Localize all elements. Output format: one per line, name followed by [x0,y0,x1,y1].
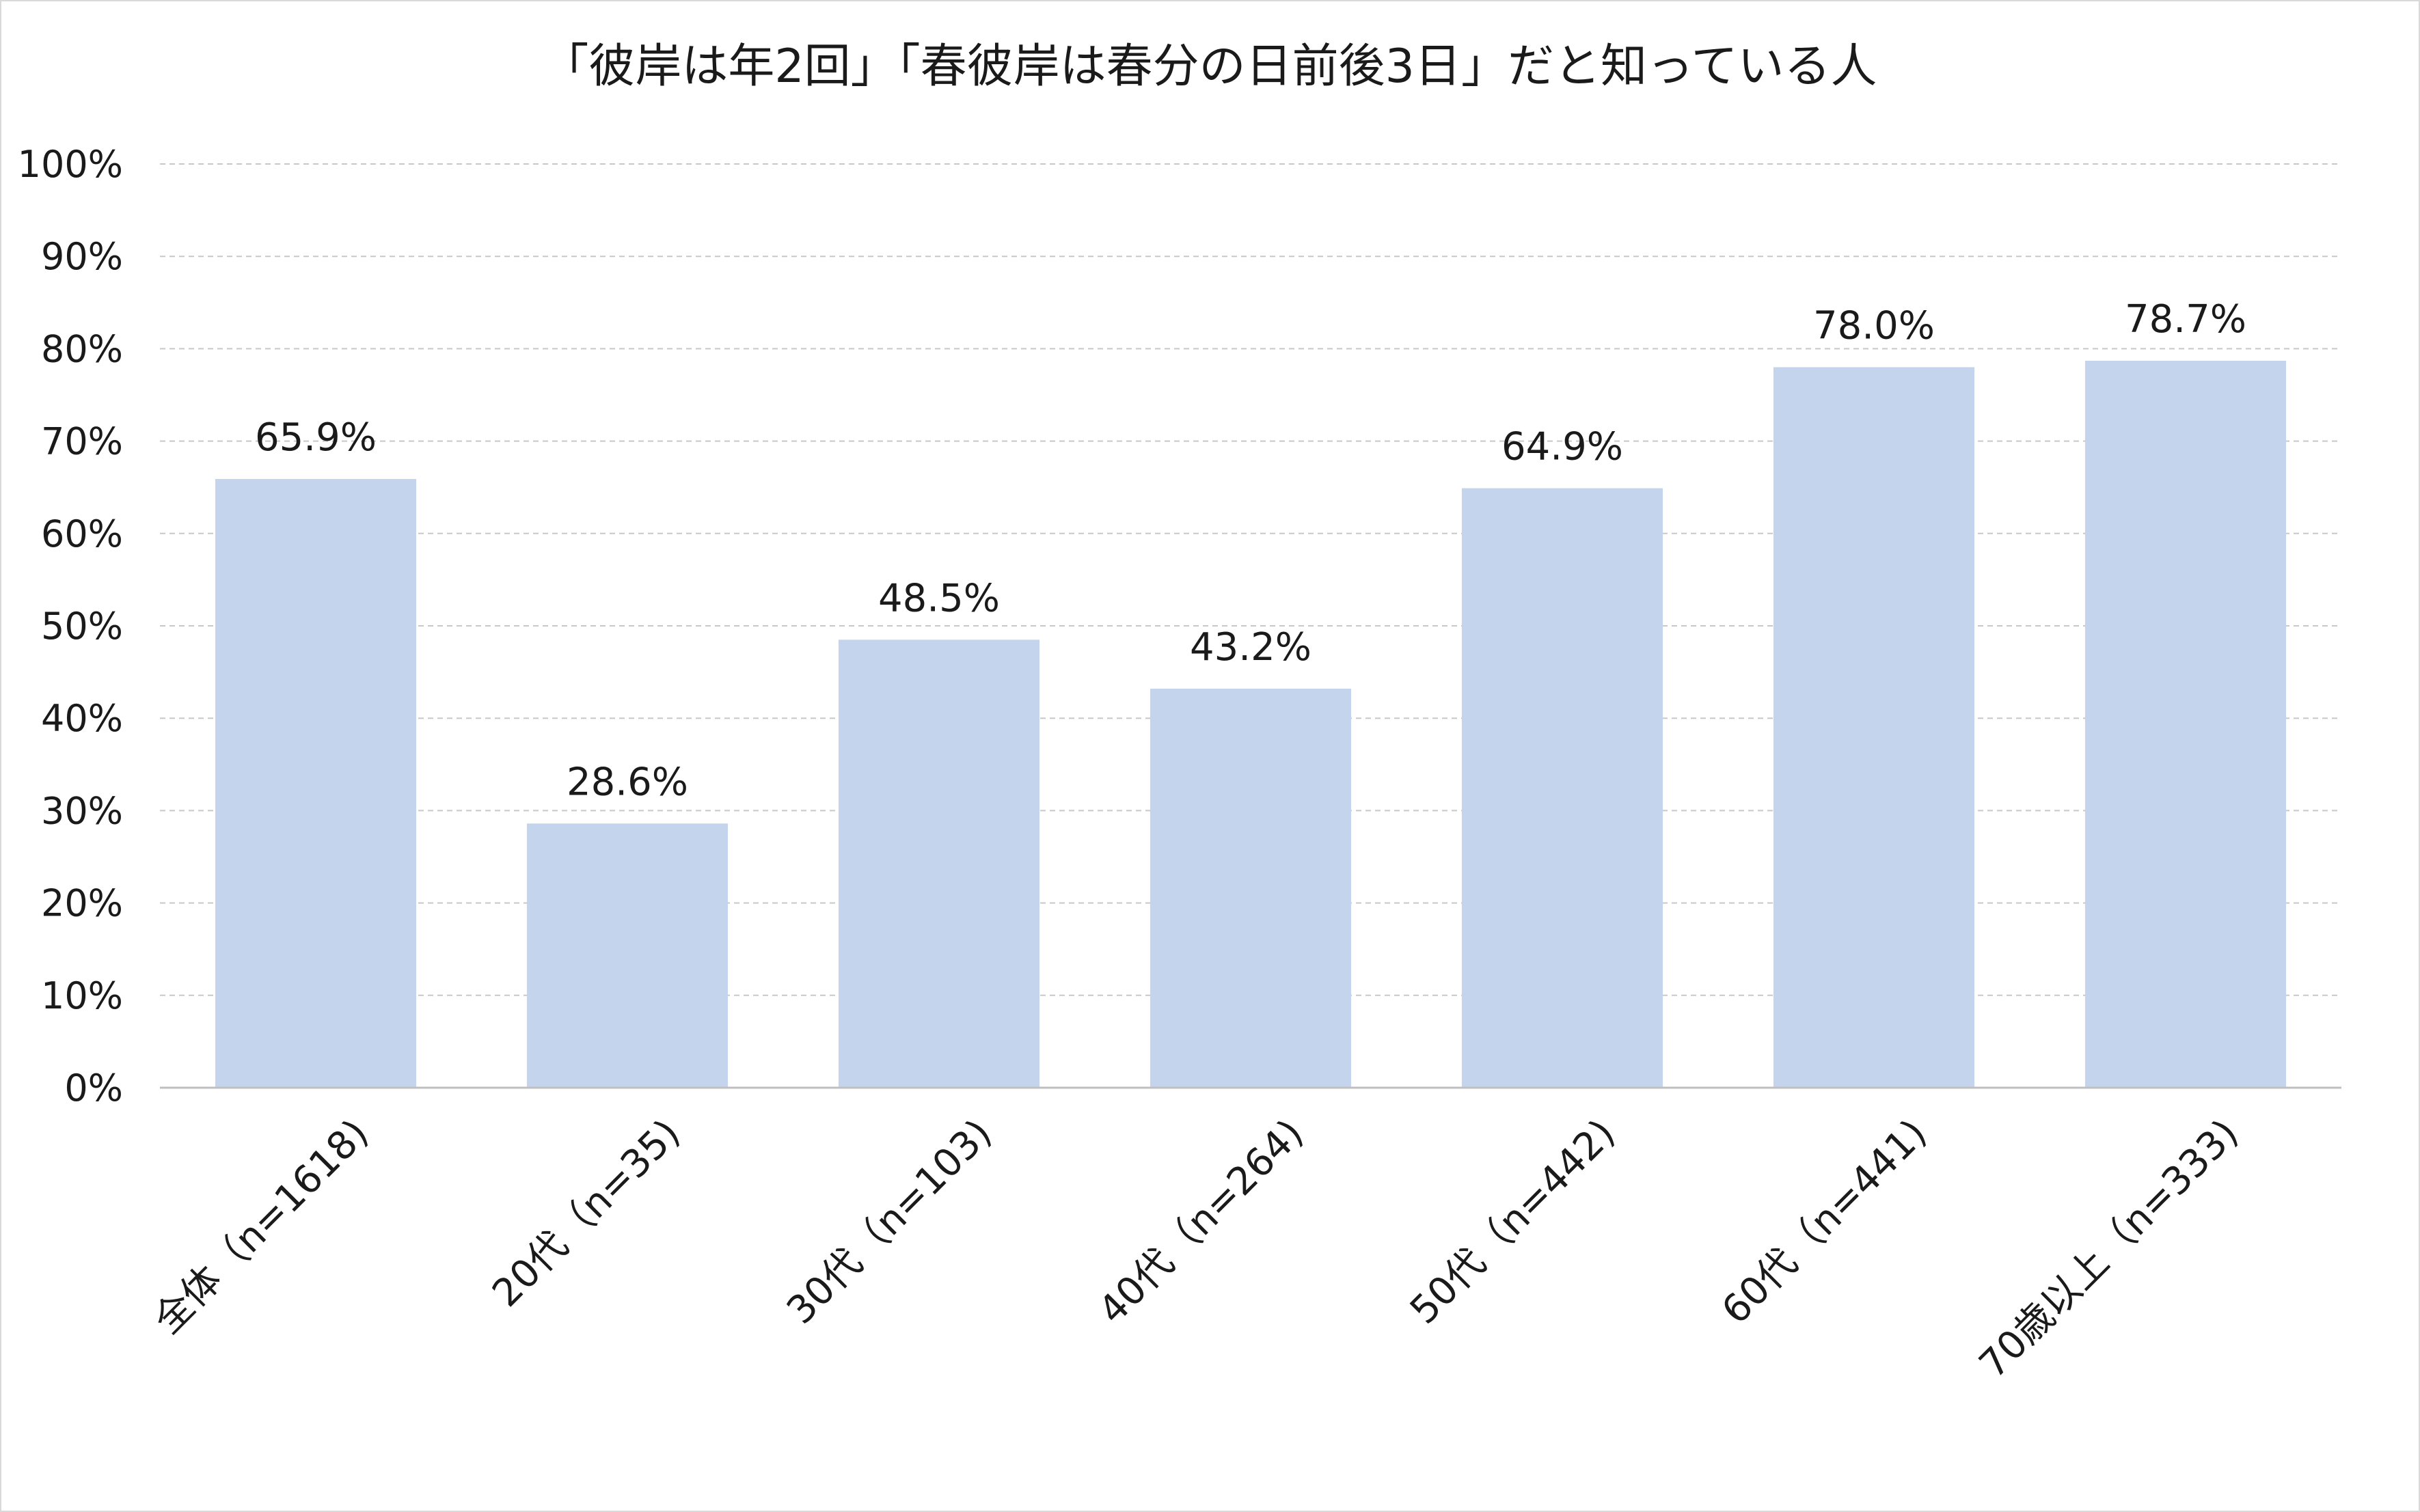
data-label: 48.5% [878,576,1000,620]
y-tick-label: 90% [41,235,123,278]
y-tick-label: 0% [64,1067,123,1110]
bar [838,640,1040,1088]
data-label: 64.9% [1501,425,1623,469]
data-label: 43.2% [1190,625,1311,670]
category-label: 70歳以上（n=333) [1971,1111,2247,1387]
bar [1461,488,1663,1088]
bar [215,479,417,1088]
data-label: 28.6% [567,760,688,804]
bar [526,823,729,1088]
category-label: 30代（n=103) [778,1111,1001,1333]
bar [2084,360,2287,1088]
category-label: 60代（n=441) [1713,1111,1935,1333]
y-axis-ticks: 0% 10% 20% 30% 40% 50% 60% 70% 80% 90% 100% [18,143,123,1110]
data-label: 78.7% [2125,297,2246,342]
data-label: 78.0% [1813,303,1935,348]
y-tick-label: 10% [41,974,123,1017]
y-tick-label: 70% [41,420,123,463]
y-tick-label: 60% [41,512,123,555]
bar [1150,688,1352,1088]
category-label: 40代（n=264) [1090,1111,1312,1333]
y-tick-label: 40% [41,697,123,740]
category-label: 20代（n=35) [484,1111,689,1316]
x-axis-categories: 全体（n=1618) 20代（n=35) 30代（n=103) 40代（n=264) 5… [146,1111,2247,1387]
y-tick-label: 30% [41,789,123,832]
data-labels: 65.9% 28.6% 48.5% 43.2% 64.9% 78.0% 78.7% [255,297,2246,804]
bar [1773,367,1975,1088]
bars [215,360,2287,1088]
y-tick-label: 80% [41,327,123,370]
gridlines [160,163,2341,996]
y-tick-label: 50% [41,605,123,648]
category-label: 全体（n=1618) [146,1111,377,1343]
y-tick-label: 100% [18,143,123,186]
category-label: 50代（n=442) [1402,1111,1624,1333]
data-label: 65.9% [255,415,377,460]
y-tick-label: 20% [41,882,123,925]
chart-title: 「彼岸は年2回」「春彼岸は春分の日前後3日」だと知っている人 [542,40,1877,94]
